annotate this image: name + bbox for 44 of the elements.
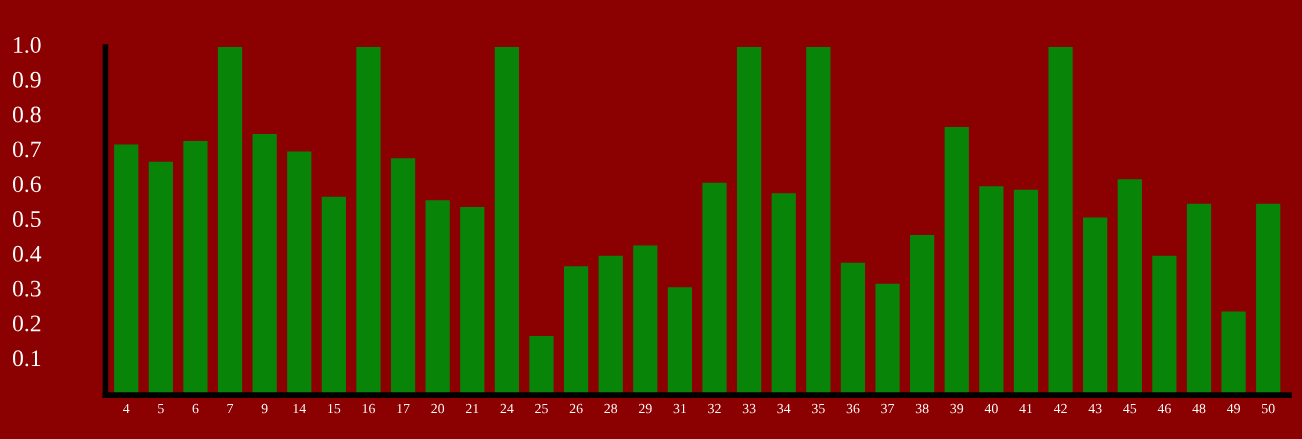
x-tick-label: 48 (1192, 403, 1206, 414)
x-tick-label: 6 (192, 403, 199, 414)
x-tick-label: 17 (397, 403, 410, 414)
x-tick-label: 24 (500, 403, 514, 414)
x-tick-label: 31 (673, 403, 687, 414)
x-tick-label: 14 (293, 403, 306, 414)
x-tick-label: 21 (465, 403, 479, 414)
x-tick-label: 5 (158, 403, 164, 414)
x-tick-label: 15 (328, 403, 341, 414)
x-tick-label: 28 (604, 403, 618, 414)
x-tick-label: 36 (846, 403, 860, 414)
y-tick-label: 0.2 (12, 315, 41, 332)
y-tick-label: 0.3 (12, 280, 41, 297)
y-tick-label: 0.6 (12, 176, 41, 193)
x-tick-label: 50 (1262, 403, 1275, 414)
x-tick-label: 37 (881, 403, 895, 414)
x-tick-label: 16 (362, 403, 375, 414)
x-tick-label: 9 (261, 403, 268, 414)
x-tick-label: 20 (431, 403, 445, 414)
x-tick-label: 29 (638, 403, 652, 414)
x-tick-label: 43 (1088, 403, 1102, 414)
x-tick-label: 34 (777, 403, 791, 414)
x-tick-label: 7 (227, 403, 234, 414)
x-tick-label: 38 (915, 403, 929, 414)
y-tick-label: 0.5 (12, 211, 41, 228)
x-tick-label: 46 (1157, 403, 1171, 414)
x-tick-label: 33 (742, 403, 756, 414)
y-tick-label: 0.8 (12, 106, 41, 123)
x-tick-label: 49 (1226, 403, 1240, 414)
y-tick-label: 0.4 (12, 245, 42, 262)
x-tick-label: 25 (535, 403, 548, 414)
x-tick-label: 45 (1123, 403, 1137, 414)
x-tick-label: 32 (708, 403, 721, 414)
y-tick-label: 0.1 (12, 350, 41, 367)
x-tick-label: 39 (950, 403, 964, 414)
x-tick-label: 40 (984, 403, 998, 414)
x-tick-label: 42 (1053, 403, 1067, 414)
x-tick-label: 4 (123, 403, 130, 414)
x-tick-label: 41 (1019, 403, 1033, 414)
y-tick-label: 0.7 (12, 141, 41, 158)
x-tick-label: 35 (812, 403, 825, 414)
y-tick-label: 1.0 (14, 36, 41, 53)
y-tick-label: 0.9 (12, 71, 41, 88)
x-tick-label: 26 (569, 403, 583, 414)
